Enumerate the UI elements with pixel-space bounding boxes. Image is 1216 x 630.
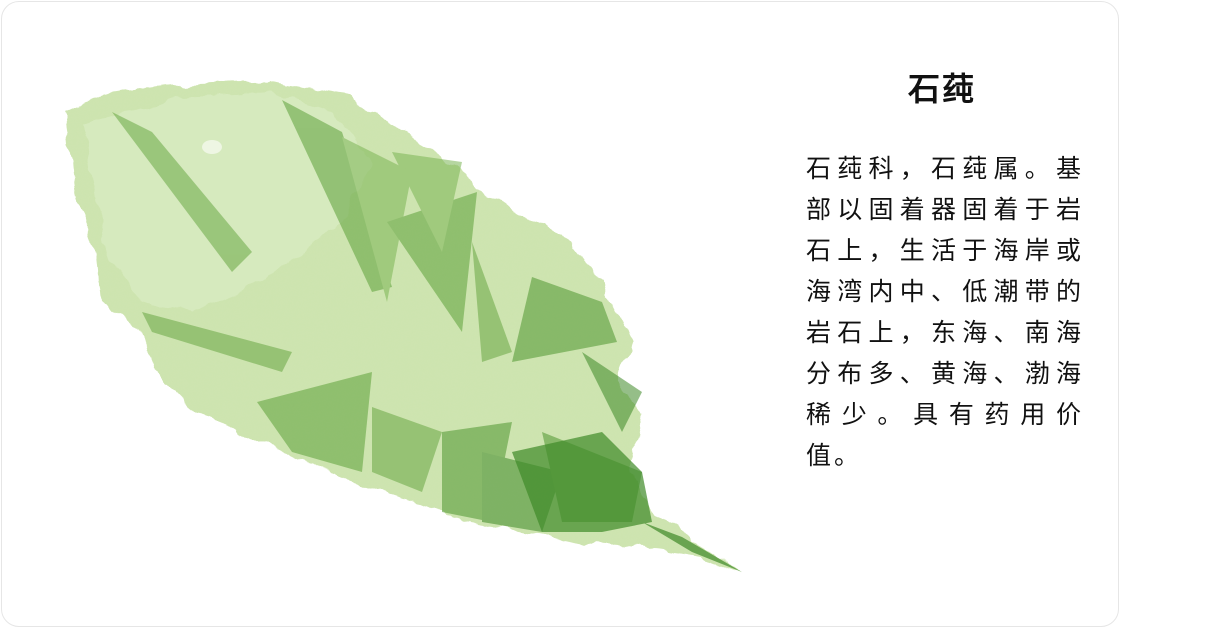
species-description: 石莼科，石莼属。基部以固着器固着于岩石上，生活于海岸或海湾内中、低潮带的岩石上，… bbox=[806, 154, 1084, 470]
species-card: 石莼 石莼科，石莼属。基部以固着器固着于岩石上，生活于海岸或海湾内中、低潮带的岩… bbox=[1, 1, 1119, 627]
sea-lettuce-leaf-icon bbox=[64, 80, 742, 572]
species-title: 石莼 bbox=[907, 70, 976, 108]
